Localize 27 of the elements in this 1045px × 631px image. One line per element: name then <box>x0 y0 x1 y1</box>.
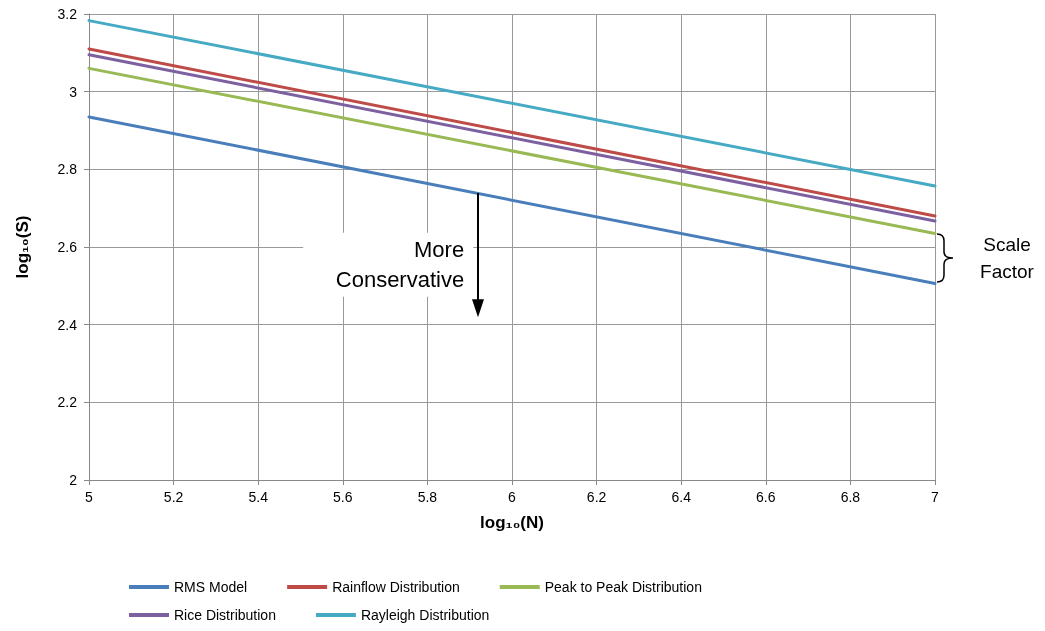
x-tick-label: 6.8 <box>840 489 861 505</box>
legend-label: Peak to Peak Distribution <box>544 579 702 595</box>
annotation: More Conservative <box>335 237 465 293</box>
legend-label: RMS Model <box>174 579 248 595</box>
x-tick-label: 5.6 <box>333 489 353 505</box>
y-tick-label: 2.8 <box>57 161 78 178</box>
legend-label: Rice Distribution <box>174 607 276 623</box>
x-tick-label: 7 <box>931 489 940 505</box>
y-axis-title: log₁₀(S) <box>13 215 32 279</box>
y-tick-label: 3 <box>69 83 78 100</box>
y-tick-label: 2.6 <box>57 239 78 255</box>
y-tick-label: 3.2 <box>57 6 78 22</box>
y-tick-label: 2 <box>69 472 78 488</box>
x-tick-label: 5.8 <box>417 489 438 505</box>
x-tick-label: 6 <box>508 489 517 505</box>
y-tick-label: 2.4 <box>57 316 78 333</box>
x-tick-label: 5.4 <box>248 489 269 505</box>
legend-label: Rainflow Distribution <box>332 579 460 595</box>
legend-label: Rayleigh Distribution <box>360 607 490 623</box>
x-tick-label: 6.4 <box>671 489 692 505</box>
x-axis-title: log₁₀(N) <box>480 513 544 532</box>
x-tick-label: 5 <box>85 489 94 505</box>
text: Scale Factor <box>980 234 1035 283</box>
x-tick-label: 6.6 <box>756 489 776 505</box>
y-tick-label: 2.2 <box>57 394 78 411</box>
x-tick-label: 5.2 <box>163 489 184 505</box>
x-tick-label: 6.2 <box>586 489 607 505</box>
